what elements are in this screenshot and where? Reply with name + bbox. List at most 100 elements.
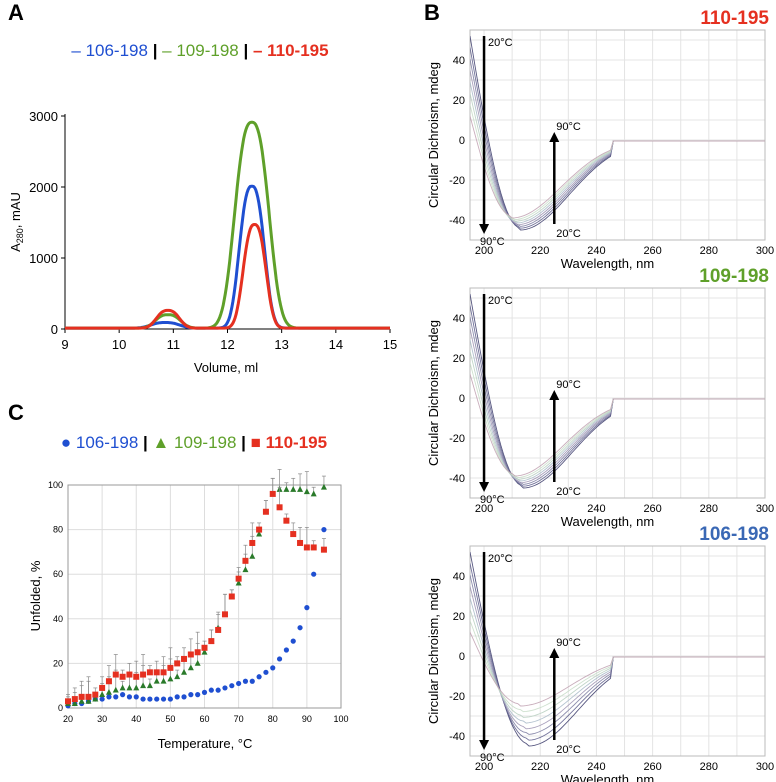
annotation-20c-up: 20°C — [556, 228, 581, 240]
arrow-head-down — [479, 482, 490, 492]
legend-item: | — [138, 433, 147, 452]
cd-spectrum — [470, 35, 765, 231]
point-106-198 — [106, 694, 112, 700]
point-106-198 — [208, 687, 214, 693]
cd-panel-title: 110-195 — [700, 8, 769, 29]
x-tick-label-c: 90 — [302, 714, 312, 724]
point-109-198 — [242, 566, 249, 573]
point-110-195 — [256, 526, 263, 533]
point-110-195 — [105, 678, 112, 685]
annotation-20c: 20°C — [488, 37, 513, 49]
x-tick-label-b: 220 — [531, 245, 549, 257]
point-109-198 — [320, 483, 327, 490]
y-tick-label-a: 2000 — [29, 180, 58, 195]
point-110-195 — [153, 669, 160, 676]
y-axis-label-c: Unfolded, % — [28, 560, 43, 631]
y-tick-label-a: 3000 — [29, 109, 58, 124]
point-109-198 — [303, 488, 310, 495]
legend-c: ● 106-198 | ▲ 109-198 | ■ 110-195 — [61, 433, 327, 452]
y-tick-label-c: 80 — [53, 525, 63, 535]
point-110-195 — [99, 684, 106, 691]
y-tick-label-c: 0 — [58, 703, 63, 713]
legend-item: – 106-198 — [71, 41, 148, 60]
point-106-198 — [126, 694, 133, 700]
x-tick-label-a: 11 — [167, 337, 181, 352]
cd-spectrum — [470, 93, 765, 222]
point-106-198 — [297, 625, 303, 631]
cd-panel-title: 106-198 — [699, 524, 769, 545]
point-106-198 — [290, 638, 296, 644]
x-tick-label-a: 9 — [61, 337, 68, 352]
point-110-195 — [269, 490, 276, 497]
point-109-198 — [310, 490, 317, 497]
legend-item: ▲ 109-198 — [148, 433, 237, 452]
cd-spectrum — [470, 620, 765, 713]
point-110-195 — [249, 539, 256, 546]
annotation-90c-up: 90°C — [556, 637, 581, 649]
point-110-195 — [208, 638, 215, 645]
x-tick-label-b: 260 — [643, 761, 661, 773]
x-axis-label-b: Wavelength, nm — [561, 256, 654, 271]
y-tick-label-b: -20 — [449, 433, 465, 445]
y-tick-label-c: 20 — [53, 658, 63, 668]
x-tick-label-c: 80 — [268, 714, 278, 724]
y-tick-label-c: 60 — [53, 569, 63, 579]
y-tick-label-a: 0 — [51, 322, 58, 337]
point-110-195 — [242, 557, 249, 564]
plot-frame — [469, 545, 766, 757]
x-tick-label-c: 70 — [234, 714, 244, 724]
y-tick-label-b: -20 — [449, 691, 465, 703]
point-106-198 — [188, 692, 194, 698]
point-110-195 — [119, 673, 126, 680]
point-110-195 — [235, 575, 242, 582]
point-109-198 — [283, 486, 290, 492]
point-106-198 — [140, 696, 146, 702]
legend-item: – 109-198 — [157, 41, 238, 60]
point-109-198 — [92, 695, 99, 702]
point-106-198 — [321, 527, 327, 533]
annotation-20c: 20°C — [488, 295, 513, 307]
point-106-198 — [181, 694, 187, 700]
point-110-195 — [181, 655, 188, 662]
point-110-195 — [174, 660, 181, 667]
point-109-198 — [112, 686, 119, 693]
x-tick-label-b: 200 — [475, 761, 493, 773]
x-tick-label-c: 40 — [131, 714, 141, 724]
annotation-20c-up: 20°C — [556, 486, 581, 498]
point-110-195 — [133, 673, 140, 680]
x-axis-label-a: Volume, ml — [194, 360, 258, 375]
point-109-198 — [181, 668, 188, 675]
point-106-198 — [147, 696, 153, 702]
point-109-198 — [146, 682, 153, 689]
annotation-90c: 90°C — [480, 494, 505, 506]
series-group-a — [65, 120, 390, 330]
x-axis-label-c: Temperature, °C — [158, 736, 253, 751]
cd-spectrum — [470, 104, 765, 221]
legend-item: ■ 110-195 — [246, 433, 327, 452]
point-109-198 — [201, 648, 208, 655]
point-110-195 — [78, 693, 85, 700]
axes-a: 9 10 11 12 13 14 15 0 1000 2000 3000 — [29, 109, 397, 352]
legend-item: – 110-195 — [248, 41, 328, 60]
panel-label-c: C — [8, 400, 24, 425]
point-106-198 — [160, 696, 167, 702]
point-109-198 — [160, 677, 167, 684]
cd-spectrum — [470, 293, 765, 489]
y-tick-label-b: -40 — [449, 215, 465, 227]
plot-frame-c — [67, 484, 342, 709]
x-tick-label-b: 240 — [587, 761, 605, 773]
y-tick-label-c: 40 — [53, 614, 63, 624]
y-axis-label-b: Circular Dichroism, mdeg — [426, 320, 441, 466]
point-110-195 — [71, 696, 78, 703]
y-tick-label-b: 0 — [459, 393, 465, 405]
point-106-198 — [304, 605, 310, 611]
cd-spectrum — [470, 551, 765, 747]
point-109-198 — [256, 530, 263, 537]
point-109-198 — [290, 486, 297, 492]
y-tick-label-b: 40 — [453, 55, 465, 67]
point-106-198 — [311, 571, 317, 577]
cd-spectrum — [470, 115, 765, 219]
point-110-195 — [290, 531, 297, 538]
x-axis-label-b: Wavelength, nm — [561, 772, 654, 782]
